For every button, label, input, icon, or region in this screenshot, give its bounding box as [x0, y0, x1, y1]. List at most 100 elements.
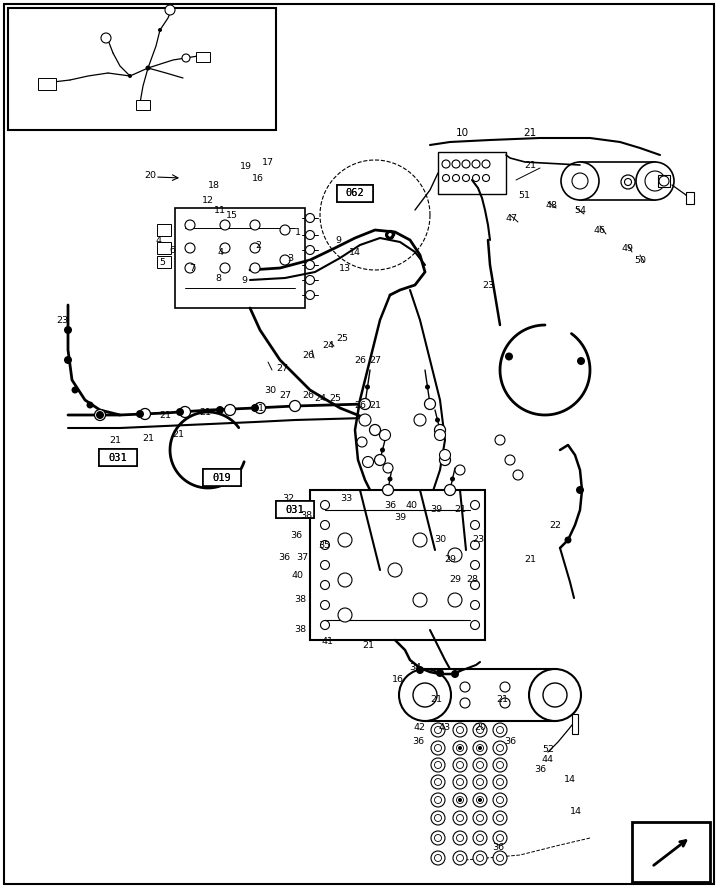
Text: 37: 37: [296, 553, 308, 562]
Circle shape: [645, 171, 665, 191]
Text: 52: 52: [542, 746, 554, 755]
Circle shape: [621, 175, 635, 189]
Text: 21: 21: [109, 435, 121, 445]
Text: 5: 5: [159, 258, 165, 266]
Circle shape: [360, 399, 370, 409]
Circle shape: [72, 386, 78, 393]
Circle shape: [388, 477, 393, 481]
Circle shape: [453, 811, 467, 825]
Circle shape: [448, 548, 462, 562]
Circle shape: [380, 430, 391, 440]
Circle shape: [457, 779, 464, 786]
Text: 39: 39: [394, 513, 406, 522]
Circle shape: [473, 723, 487, 737]
Text: 14: 14: [570, 807, 582, 816]
Circle shape: [561, 162, 599, 200]
Circle shape: [180, 407, 190, 417]
Circle shape: [176, 408, 184, 416]
Text: 4: 4: [155, 235, 161, 244]
Text: 36: 36: [504, 738, 516, 747]
Circle shape: [455, 465, 465, 475]
Text: 21: 21: [496, 695, 508, 704]
Circle shape: [473, 741, 487, 755]
Text: 34: 34: [409, 663, 421, 672]
Circle shape: [442, 175, 449, 181]
Circle shape: [493, 851, 507, 865]
Circle shape: [493, 775, 507, 789]
Circle shape: [431, 811, 445, 825]
Circle shape: [434, 779, 442, 786]
Circle shape: [254, 402, 266, 414]
Text: 48: 48: [546, 201, 558, 210]
Bar: [580, 162, 655, 200]
Circle shape: [434, 797, 442, 804]
Circle shape: [478, 798, 482, 802]
Text: 21: 21: [362, 640, 374, 649]
Text: 21: 21: [430, 695, 442, 704]
Circle shape: [363, 456, 373, 467]
Bar: [572, 714, 578, 734]
Circle shape: [453, 831, 467, 845]
Text: 49: 49: [622, 243, 634, 252]
Circle shape: [473, 831, 487, 845]
Text: 27: 27: [279, 391, 291, 400]
Circle shape: [220, 263, 230, 273]
Text: 38: 38: [294, 625, 306, 635]
Text: 14: 14: [349, 248, 361, 257]
Bar: [276, 502, 314, 519]
Circle shape: [375, 455, 386, 465]
Text: 27: 27: [276, 363, 288, 372]
Text: 38: 38: [294, 596, 306, 605]
Circle shape: [365, 385, 370, 390]
Circle shape: [444, 485, 455, 496]
Circle shape: [250, 243, 260, 253]
Text: 4: 4: [217, 248, 223, 257]
Circle shape: [457, 814, 464, 821]
Circle shape: [493, 831, 507, 845]
Text: 28: 28: [466, 575, 478, 584]
Text: 12: 12: [202, 195, 214, 204]
Circle shape: [470, 520, 480, 529]
Bar: [203, 470, 241, 487]
Text: 21: 21: [524, 556, 536, 565]
Text: 19: 19: [240, 162, 252, 170]
Text: 32: 32: [282, 494, 294, 503]
Circle shape: [500, 682, 510, 692]
Bar: [196, 52, 210, 62]
Text: 36: 36: [384, 501, 396, 510]
Circle shape: [493, 758, 507, 772]
Text: 21: 21: [369, 400, 381, 409]
Circle shape: [250, 263, 260, 273]
Text: 25: 25: [329, 393, 341, 402]
Text: 7: 7: [189, 264, 195, 273]
Circle shape: [305, 290, 314, 299]
Circle shape: [305, 275, 314, 284]
Circle shape: [439, 449, 450, 461]
Text: 062: 062: [345, 188, 364, 198]
Circle shape: [305, 245, 314, 255]
Bar: [157, 224, 171, 236]
Circle shape: [280, 225, 290, 235]
Text: 17: 17: [262, 157, 274, 167]
Text: 22: 22: [549, 520, 561, 529]
Bar: [310, 490, 485, 640]
Circle shape: [220, 243, 230, 253]
Circle shape: [472, 160, 480, 168]
Circle shape: [185, 243, 195, 253]
Circle shape: [165, 5, 175, 15]
Circle shape: [359, 414, 371, 426]
Circle shape: [572, 173, 588, 189]
Text: 26: 26: [302, 351, 314, 360]
Text: 54: 54: [574, 205, 586, 215]
Circle shape: [457, 762, 464, 768]
Circle shape: [434, 854, 442, 861]
Circle shape: [413, 683, 437, 707]
Circle shape: [96, 411, 104, 419]
Text: 21: 21: [524, 161, 536, 170]
Text: 35: 35: [318, 541, 330, 550]
Text: 11: 11: [214, 205, 226, 215]
Text: 20: 20: [474, 724, 486, 733]
Circle shape: [458, 746, 462, 750]
Circle shape: [478, 746, 482, 750]
Circle shape: [450, 477, 455, 481]
